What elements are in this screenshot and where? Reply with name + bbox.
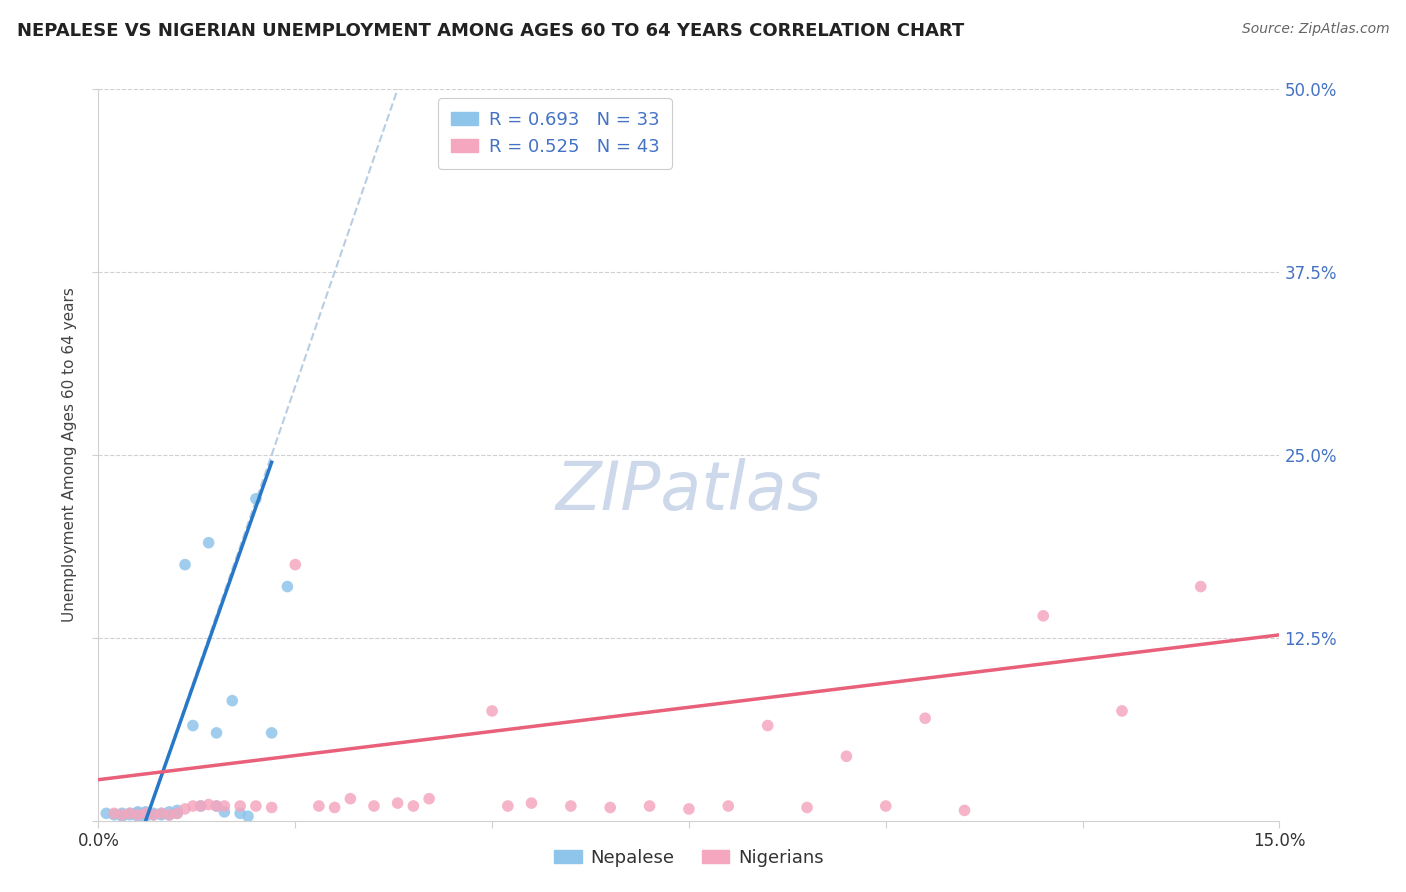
Point: [127, 806, 149, 821]
Point: [520, 796, 543, 810]
Point: [236, 809, 259, 823]
Point: [150, 806, 173, 821]
Point: [96, 806, 118, 821]
Point: [221, 694, 243, 708]
Point: [339, 791, 361, 805]
Point: [127, 809, 149, 823]
Point: [166, 806, 188, 821]
Point: [135, 806, 157, 821]
Point: [150, 806, 173, 821]
Point: [157, 805, 180, 819]
Point: [387, 796, 409, 810]
Point: [560, 799, 582, 814]
Point: [638, 799, 661, 814]
Point: [214, 799, 236, 814]
Point: [166, 806, 188, 821]
Point: [118, 806, 141, 821]
Point: [205, 799, 228, 814]
Point: [260, 800, 283, 814]
Point: [717, 799, 740, 814]
Point: [214, 805, 236, 819]
Point: [205, 799, 228, 814]
Point: [190, 799, 212, 814]
Legend: Nepalese, Nigerians: Nepalese, Nigerians: [547, 841, 831, 874]
Point: [599, 800, 621, 814]
Point: [135, 806, 157, 821]
Point: [245, 491, 267, 506]
Point: [953, 804, 976, 818]
Point: [284, 558, 307, 572]
Point: [150, 807, 173, 822]
Point: [308, 799, 330, 814]
Point: [118, 807, 141, 822]
Y-axis label: Unemployment Among Ages 60 to 64 years: Unemployment Among Ages 60 to 64 years: [62, 287, 77, 623]
Point: [181, 718, 204, 732]
Point: [1032, 608, 1054, 623]
Point: [142, 807, 165, 822]
Point: [127, 805, 149, 819]
Point: [756, 718, 779, 732]
Point: [205, 726, 228, 740]
Point: [363, 799, 385, 814]
Point: [229, 799, 252, 814]
Point: [197, 535, 219, 549]
Point: [190, 799, 212, 814]
Point: [481, 704, 503, 718]
Text: NEPALESE VS NIGERIAN UNEMPLOYMENT AMONG AGES 60 TO 64 YEARS CORRELATION CHART: NEPALESE VS NIGERIAN UNEMPLOYMENT AMONG …: [17, 22, 965, 40]
Point: [135, 805, 157, 819]
Point: [157, 807, 180, 822]
Point: [276, 580, 298, 594]
Point: [796, 800, 818, 814]
Point: [142, 807, 165, 822]
Point: [157, 807, 180, 822]
Point: [496, 799, 519, 814]
Point: [1189, 580, 1212, 594]
Point: [142, 806, 165, 821]
Point: [111, 809, 134, 823]
Point: [127, 807, 149, 822]
Text: Source: ZipAtlas.com: Source: ZipAtlas.com: [1241, 22, 1389, 37]
Point: [402, 799, 425, 814]
Point: [875, 799, 897, 814]
Point: [1111, 704, 1133, 718]
Point: [914, 711, 936, 725]
Point: [678, 802, 700, 816]
Point: [103, 806, 125, 821]
Text: ZIPatlas: ZIPatlas: [555, 458, 823, 524]
Point: [111, 807, 134, 822]
Point: [418, 791, 440, 805]
Point: [103, 807, 125, 822]
Point: [118, 806, 141, 821]
Point: [135, 809, 157, 823]
Point: [229, 806, 252, 821]
Point: [260, 726, 283, 740]
Point: [174, 802, 197, 816]
Point: [245, 799, 267, 814]
Point: [111, 806, 134, 821]
Point: [174, 558, 197, 572]
Point: [166, 804, 188, 818]
Point: [835, 749, 858, 764]
Point: [181, 799, 204, 814]
Point: [323, 800, 346, 814]
Point: [197, 797, 219, 812]
